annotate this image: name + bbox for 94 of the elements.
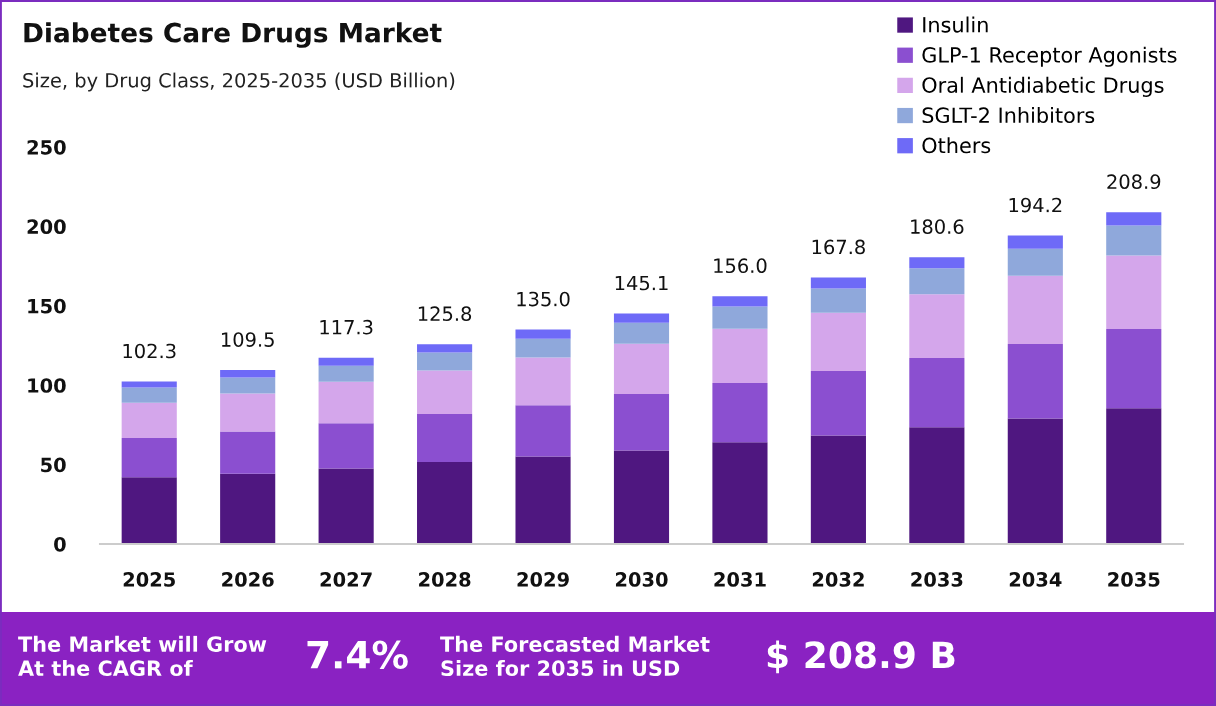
- total-label: 135.0: [517, 291, 570, 307]
- bar: [613, 450, 670, 544]
- bar: [121, 387, 177, 403]
- bar: [1106, 212, 1162, 226]
- bar: [909, 294, 965, 358]
- total-label: 109.5: [221, 332, 274, 347]
- y-tick-label: 50: [41, 457, 66, 473]
- text: $ 208.9 B: [767, 640, 955, 674]
- bar: [515, 456, 571, 544]
- bar: [220, 393, 276, 432]
- x-tick-label: 2033: [911, 572, 963, 587]
- text: The Market will Grow At the CAGR of: [18, 635, 267, 677]
- bar: [810, 288, 866, 313]
- total-label: 125.8: [418, 306, 472, 322]
- legend-label: SGLT-2 Inhibitors: [922, 106, 1095, 124]
- total-label: 167.8: [812, 239, 865, 255]
- bar: [1007, 344, 1063, 419]
- chart-title: Diabetes Care Drugs Market: [24, 22, 442, 48]
- bar: [810, 435, 866, 544]
- bar: [1007, 275, 1063, 345]
- bar: [1106, 255, 1162, 329]
- y-tick-label: 200: [27, 219, 66, 235]
- bar: [417, 413, 473, 463]
- bar: [318, 365, 374, 382]
- x-tick-label: 2026: [222, 572, 274, 587]
- bar: [515, 329, 571, 339]
- total-label: 102.3: [123, 343, 176, 359]
- bar: [1007, 418, 1063, 544]
- bar: [121, 381, 177, 388]
- bar: [515, 338, 571, 358]
- bar: [121, 402, 177, 438]
- legend-label: Insulin: [923, 16, 988, 33]
- bar: [417, 344, 473, 353]
- total-label: 180.6: [911, 219, 964, 234]
- bar: [220, 431, 276, 474]
- y-tick-label: 100: [28, 378, 66, 393]
- bar: [810, 371, 866, 436]
- bar: [1106, 225, 1162, 256]
- bar: [318, 423, 374, 469]
- bar: [712, 296, 768, 307]
- y-tick-label: 250: [27, 139, 66, 155]
- bar: [220, 370, 276, 378]
- bar: [1007, 235, 1063, 249]
- total-label: 156.0: [714, 258, 767, 274]
- bar: [417, 352, 473, 371]
- x-tick-label: 2027: [320, 572, 372, 587]
- bar: [515, 405, 571, 457]
- bar: [909, 427, 965, 544]
- chart-subtitle: Size, by Drug Class, 2025-2035 (USD Billion): [23, 72, 455, 92]
- bar: [220, 473, 276, 544]
- bar: [121, 477, 177, 544]
- bar: [1106, 408, 1162, 544]
- bar: [613, 343, 670, 395]
- bar: [220, 377, 276, 394]
- legend-label: Oral Antidiabetic Drugs: [922, 76, 1164, 97]
- x-tick-label: 2035: [1108, 572, 1160, 587]
- bar: [121, 437, 177, 478]
- x-tick-label: 2032: [812, 572, 864, 587]
- text: 7.4%: [307, 640, 408, 669]
- total-label: 145.1: [615, 275, 668, 291]
- x-tick-label: 2034: [1009, 572, 1062, 587]
- bar: [712, 306, 768, 329]
- bar: [712, 442, 768, 544]
- x-tick-label: 2025: [123, 572, 175, 587]
- x-tick-label: 2029: [517, 572, 569, 587]
- bar: [810, 277, 866, 289]
- bar: [417, 370, 473, 414]
- bar: [909, 357, 965, 428]
- total-label: 117.3: [320, 319, 373, 335]
- bar: [613, 313, 670, 323]
- total-label: 208.9: [1107, 174, 1161, 190]
- x-tick-label: 2030: [615, 572, 668, 587]
- legend-label: GLP-1 Receptor Agonists: [922, 46, 1177, 67]
- bar: [613, 394, 670, 451]
- bar: [417, 462, 473, 544]
- bar: [1007, 248, 1063, 276]
- bar: [1106, 328, 1162, 409]
- bar: [318, 381, 374, 424]
- bar: [515, 357, 571, 406]
- bar: [613, 322, 670, 344]
- legend-label: Others: [922, 137, 991, 154]
- total-label: 194.2: [1009, 197, 1062, 213]
- bar: [810, 312, 866, 372]
- y-tick-label: 0: [54, 536, 66, 552]
- text: The Forecasted Market Size for 2035 in USD: [440, 635, 710, 677]
- bar: [712, 382, 768, 443]
- x-tick-label: 2031: [714, 572, 766, 587]
- bar: [318, 468, 374, 544]
- bar: [712, 328, 768, 383]
- bar: [909, 268, 965, 295]
- y-tick-label: 150: [28, 298, 66, 314]
- x-tick-label: 2028: [419, 572, 471, 587]
- bar: [909, 257, 965, 269]
- bar: [318, 357, 374, 366]
